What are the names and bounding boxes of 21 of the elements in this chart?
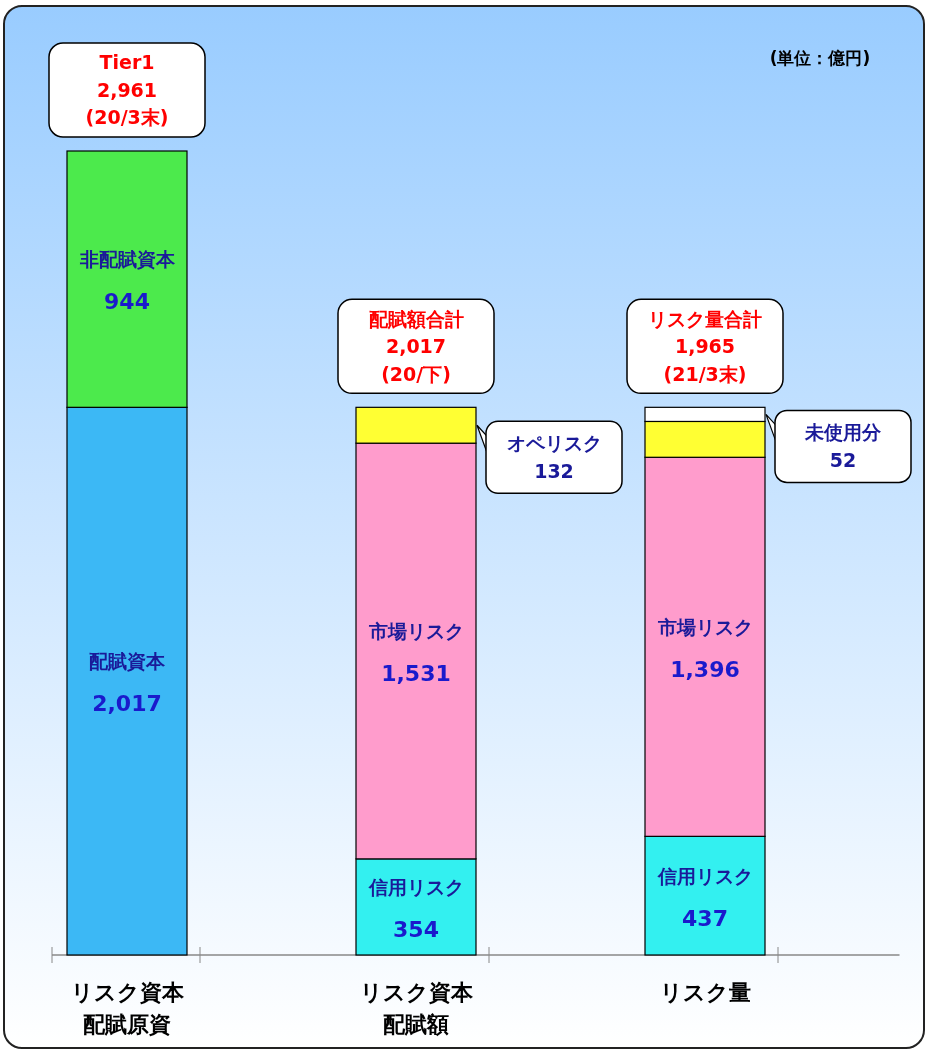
data-label: 2,017: [92, 691, 162, 717]
text: 信用リスク: [657, 864, 753, 887]
data-label: 437: [682, 905, 728, 931]
text: 市場リスク: [657, 615, 753, 638]
annotation: 未使用分 52: [804, 421, 882, 471]
x-tick-label: リスク資本配賦額: [359, 980, 474, 1037]
series-label: 市場リスク: [367, 619, 464, 642]
series-label: 信用リスク: [367, 875, 464, 898]
series-label: 配賦資本: [89, 650, 166, 672]
data-label: 354: [393, 916, 439, 942]
data-label: 1,531: [381, 660, 451, 686]
annotation: Tier1 2,961 (20/3末): [85, 51, 169, 129]
annotation: オペリスク 132: [506, 432, 602, 482]
data-label: 944: [104, 289, 150, 315]
data-label: 1,396: [670, 656, 740, 682]
text: (単位：億円): [769, 48, 871, 69]
annotation: 配賦額合計 2,017 (20/下): [368, 307, 464, 385]
x-tick-label: リスク資本配賦原資: [70, 980, 185, 1037]
annotation: リスク量合計 1,965 (21/3末): [648, 307, 762, 385]
series-label: 非配賦資本: [78, 248, 176, 270]
x-tick-label: リスク量: [659, 980, 751, 1005]
